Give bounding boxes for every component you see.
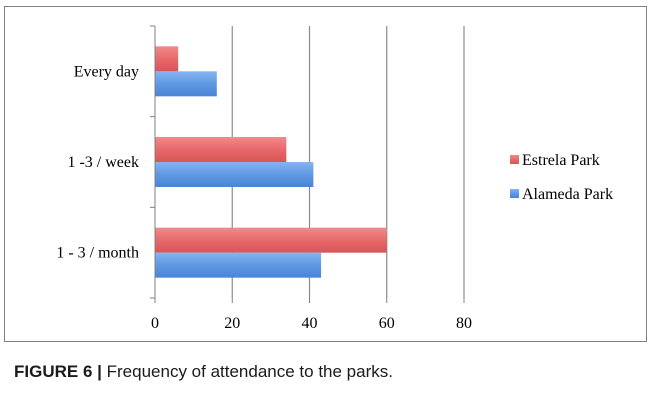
legend-label-alameda-park: Alameda Park <box>522 186 613 203</box>
y-category-label: 1 - 3 / month <box>56 245 139 262</box>
y-category-label: Every day <box>74 63 139 80</box>
caption-text: Frequency of attendance to the parks. <box>106 362 393 381</box>
x-tick-label-20: 20 <box>224 315 240 332</box>
bar-estrela-park-0 <box>155 46 179 72</box>
axes <box>150 25 465 303</box>
x-tick-label-80: 80 <box>456 315 472 332</box>
chart-frame <box>4 6 647 342</box>
bar-estrela-park-2 <box>155 227 387 253</box>
y-category-label: 1 -3 / week <box>67 154 139 171</box>
figure-caption: FIGURE 6 | Frequency of attendance to th… <box>14 362 393 382</box>
bar-estrela-park-1 <box>155 137 287 162</box>
bars <box>155 46 387 278</box>
legend-label-estrela-park: Estrela Park <box>522 152 600 169</box>
caption-label: FIGURE 6 | <box>14 362 102 381</box>
bar-alameda-park-1 <box>155 162 314 187</box>
legend-swatch-alameda-park <box>510 189 519 198</box>
bar-alameda-park-2 <box>155 252 322 278</box>
legend-swatch-estrela-park <box>510 155 519 164</box>
x-tick-label-0: 0 <box>151 315 159 332</box>
labels: 0 20 40 60 80 Every day 1 -3 / week 1 - 3 / mon… <box>56 63 472 332</box>
x-tick-label-60: 60 <box>379 315 395 332</box>
x-tick-label-40: 40 <box>302 315 318 332</box>
bar-alameda-park-0 <box>155 71 217 97</box>
legend: Estrela Park Alameda Park <box>510 152 613 203</box>
